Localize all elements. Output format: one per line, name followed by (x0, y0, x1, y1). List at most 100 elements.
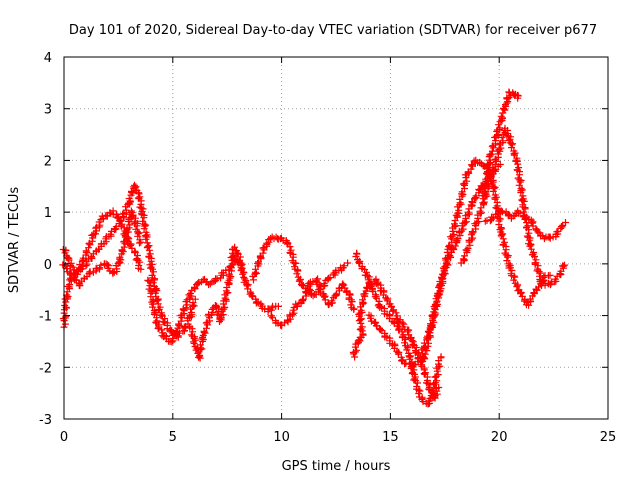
y-axis-label: SDTVAR / TECUs (7, 187, 22, 294)
data-point (485, 167, 493, 175)
y-tick-label: 2 (44, 154, 52, 169)
x-tick-label: 0 (60, 430, 68, 445)
data-point (414, 379, 421, 387)
y-tick-label: -1 (39, 310, 52, 325)
data-point (61, 302, 69, 309)
data-point (504, 253, 512, 261)
data-point (148, 288, 156, 296)
data-point (286, 243, 294, 251)
data-point (439, 264, 447, 272)
series-track (59, 181, 199, 341)
data-point (346, 291, 354, 299)
data-point (191, 336, 199, 344)
data-point (126, 221, 134, 229)
data-point (208, 305, 216, 313)
data-point (459, 255, 467, 263)
data-point (510, 90, 518, 98)
data-point (360, 299, 368, 307)
data-point (463, 177, 471, 185)
data-point (533, 286, 541, 294)
data-point (364, 272, 372, 280)
data-point (145, 246, 153, 254)
series-track (249, 233, 352, 300)
data-point (469, 199, 477, 207)
data-point (510, 276, 518, 284)
data-point (561, 261, 568, 269)
data-point (420, 354, 428, 362)
data-point (520, 197, 528, 205)
data-point (250, 276, 257, 284)
data-point (531, 253, 538, 260)
data-point (513, 156, 520, 164)
data-point (357, 306, 365, 314)
data-point (147, 279, 155, 286)
data-point (309, 292, 317, 300)
data-point (190, 302, 198, 310)
data-point (431, 300, 439, 308)
data-point (292, 259, 300, 267)
data-point (353, 346, 361, 354)
data-point (430, 318, 438, 326)
data-point (443, 259, 451, 267)
data-point (136, 258, 144, 266)
data-point (222, 297, 230, 305)
data-point (534, 228, 542, 236)
data-point (466, 241, 474, 249)
data-point (451, 242, 459, 250)
data-point (239, 270, 247, 278)
data-point (186, 290, 194, 297)
data-point (514, 94, 522, 102)
data-point (501, 106, 509, 114)
data-point (187, 309, 195, 316)
data-point (398, 319, 406, 327)
axis-ticks: 0 5 10 15 20 25 -3 -2 -1 0 1 2 3 4 (39, 51, 616, 445)
data-point (92, 224, 100, 232)
series-track (59, 207, 145, 290)
data-point (357, 333, 365, 341)
data-point (91, 230, 99, 238)
data-point (190, 339, 198, 347)
data-point (480, 198, 488, 206)
data-point (497, 112, 505, 120)
series-track (481, 207, 569, 243)
data-point (425, 328, 433, 336)
data-point (426, 332, 434, 340)
data-point (476, 186, 483, 194)
data-point (292, 300, 300, 308)
data-point (498, 134, 506, 141)
x-tick-label: 15 (382, 430, 399, 445)
data-point (173, 328, 181, 336)
data-point (470, 157, 478, 165)
data-point (509, 140, 517, 148)
data-point (88, 231, 96, 239)
data-point (213, 310, 221, 318)
series-track (479, 88, 522, 200)
data-point (236, 253, 244, 261)
data-point (517, 176, 525, 184)
data-point (149, 300, 157, 308)
data-point (482, 189, 490, 197)
data-point (248, 292, 256, 300)
data-point (405, 352, 413, 360)
y-tick-label: 1 (44, 206, 52, 221)
data-point (445, 252, 453, 260)
data-point (420, 370, 428, 378)
data-point (119, 210, 127, 218)
data-point (468, 229, 476, 237)
data-point (252, 270, 260, 277)
data-point (448, 232, 456, 240)
data-point (371, 293, 379, 301)
data-point (402, 335, 410, 343)
data-point (409, 340, 417, 348)
data-point (221, 303, 229, 311)
data-point (229, 260, 237, 268)
data-point (505, 88, 513, 96)
y-tick-label: 3 (44, 103, 52, 118)
data-point (137, 238, 145, 246)
data-point (421, 350, 429, 358)
data-point (430, 308, 438, 316)
data-point (61, 320, 69, 328)
data-point (317, 282, 325, 290)
data-point (402, 359, 410, 367)
x-tick-label: 5 (169, 430, 177, 445)
